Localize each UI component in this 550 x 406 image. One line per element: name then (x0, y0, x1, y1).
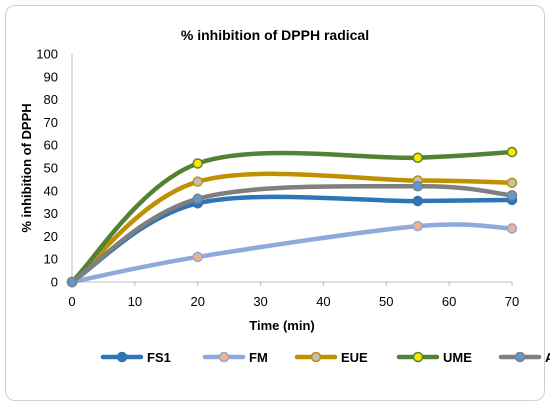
y-tick-label: 90 (44, 69, 58, 84)
series-lines (66, 146, 518, 288)
series-line-ume (69, 149, 515, 285)
data-point-fm (506, 223, 518, 234)
data-point-fm (412, 220, 423, 232)
x-tick-label: 40 (316, 294, 330, 309)
legend-item-fs1: FS1 (100, 350, 171, 365)
x-tick-label: 60 (442, 294, 456, 309)
data-point-ume (506, 146, 518, 158)
x-axis-label: Time (min) (249, 318, 315, 333)
legend: FS1 FM EUE UME A (100, 350, 550, 365)
legend-marker-fs1 (116, 351, 128, 363)
x-tick-label: 70 (505, 294, 519, 309)
legend-item-ume: UME (396, 350, 472, 365)
chart-title: % inhibition of DPPH radical (181, 27, 369, 43)
y-tick-label: 10 (44, 252, 58, 267)
series-line-eue (69, 171, 515, 285)
legend-label-fs1: FS1 (147, 350, 171, 365)
x-tick-label: 10 (128, 294, 142, 309)
y-tick-label: 20 (44, 229, 58, 244)
series-eue (66, 171, 518, 288)
legend-marker-ume (412, 351, 424, 363)
chart-frame (5, 5, 545, 401)
data-point-fs1 (412, 195, 423, 207)
legend-label-fm: FM (249, 350, 268, 365)
data-point-ume (412, 152, 423, 163)
y-tick-label: 70 (44, 115, 58, 130)
legend-marker-fm (218, 351, 230, 363)
legend-item-eue: EUE (294, 350, 368, 365)
data-point-a (192, 193, 203, 205)
x-tick-label: 20 (190, 294, 204, 309)
data-point-ume (192, 158, 203, 169)
x-tick-label: 0 (68, 294, 75, 309)
y-tick-label: 50 (44, 161, 58, 176)
legend-marker-eue (310, 351, 322, 363)
y-tick-label: 60 (44, 138, 58, 153)
legend-label-ume: UME (443, 350, 472, 365)
data-point-a (66, 276, 78, 288)
series-line-fm (69, 222, 515, 285)
data-point-fm (192, 251, 203, 263)
y-tick-label: 0 (51, 275, 58, 290)
data-point-a (412, 180, 423, 192)
x-tick-label: 30 (253, 294, 267, 309)
data-point-eue (192, 176, 203, 187)
legend-item-a: A (498, 350, 550, 365)
series-a (66, 180, 518, 288)
y-tick-label: 100 (36, 47, 58, 62)
legend-label-eue: EUE (341, 350, 368, 365)
legend-label-a: A (545, 350, 550, 365)
legend-marker-a (514, 351, 526, 363)
data-point-a (506, 190, 518, 201)
y-tick-label: 80 (44, 92, 58, 107)
y-axis-label: % inhibition of DPPH (19, 103, 34, 232)
axes (71, 54, 512, 283)
legend-item-fm: FM (202, 350, 268, 365)
y-tick-label: 30 (44, 206, 58, 221)
tick-labels: 0 10 20 30 40 50 60 70 80 90 100 0 10 20 30 40 50 60 70 (36, 47, 519, 310)
data-point-eue (506, 177, 518, 189)
series-line-a (69, 183, 515, 285)
y-tick-label: 40 (44, 183, 58, 198)
x-tick-label: 50 (379, 294, 393, 309)
